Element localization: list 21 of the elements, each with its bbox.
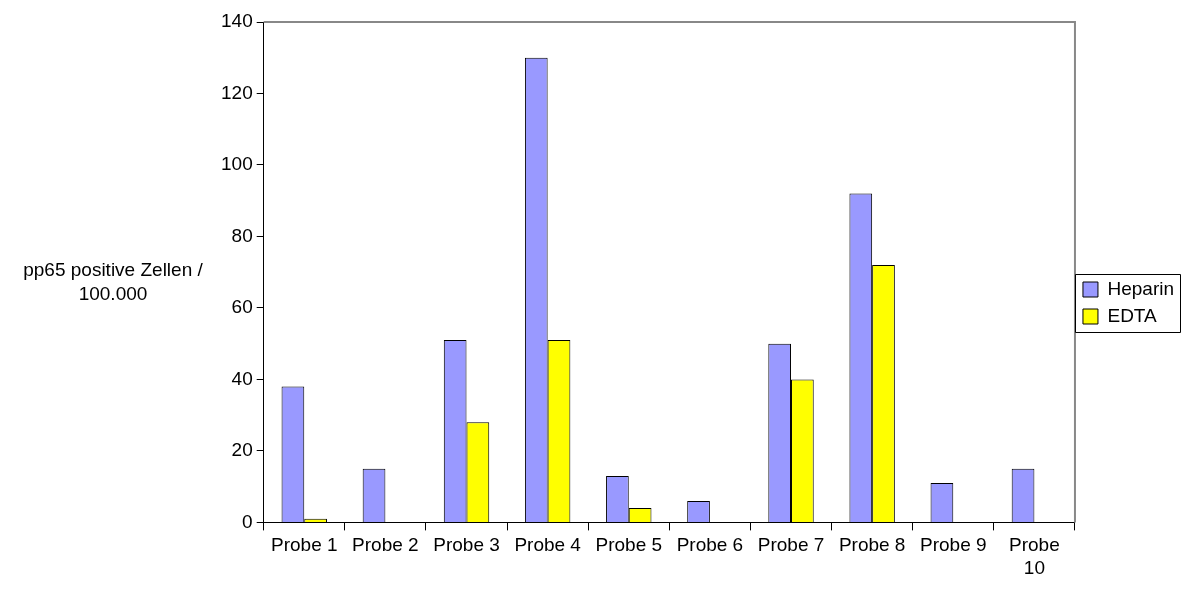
y-tick-label: 0	[242, 510, 253, 532]
x-tick-label: Probe 3	[433, 534, 500, 556]
x-tick-label: Probe 1	[270, 534, 338, 556]
x-tick-label: Probe 8	[838, 534, 906, 556]
y-tick-label: 140	[221, 10, 253, 32]
x-tick-label: Probe 9	[920, 534, 987, 556]
y-tick-label: 20	[231, 439, 253, 461]
legend-label: EDTA	[1107, 304, 1158, 326]
x-tick-label: Probe 5	[595, 534, 663, 556]
x-tick-label: Probe 10	[1009, 534, 1060, 578]
y-tick-label: 60	[231, 296, 253, 318]
y-axis-title: pp65 positive Zellen / 100.000	[22, 258, 204, 306]
x-tick-label: Probe 4	[514, 534, 582, 556]
y-tick-label: 40	[231, 367, 253, 389]
y-tick-label: 80	[231, 224, 253, 246]
x-tick-label: Probe 7	[757, 534, 825, 556]
y-tick-label: 120	[221, 81, 253, 103]
x-tick-label: Probe 2	[352, 534, 419, 556]
legend-label: Heparin	[1107, 277, 1175, 299]
x-tick-label: Probe 6	[676, 534, 744, 556]
y-tick-label: 100	[221, 153, 253, 175]
